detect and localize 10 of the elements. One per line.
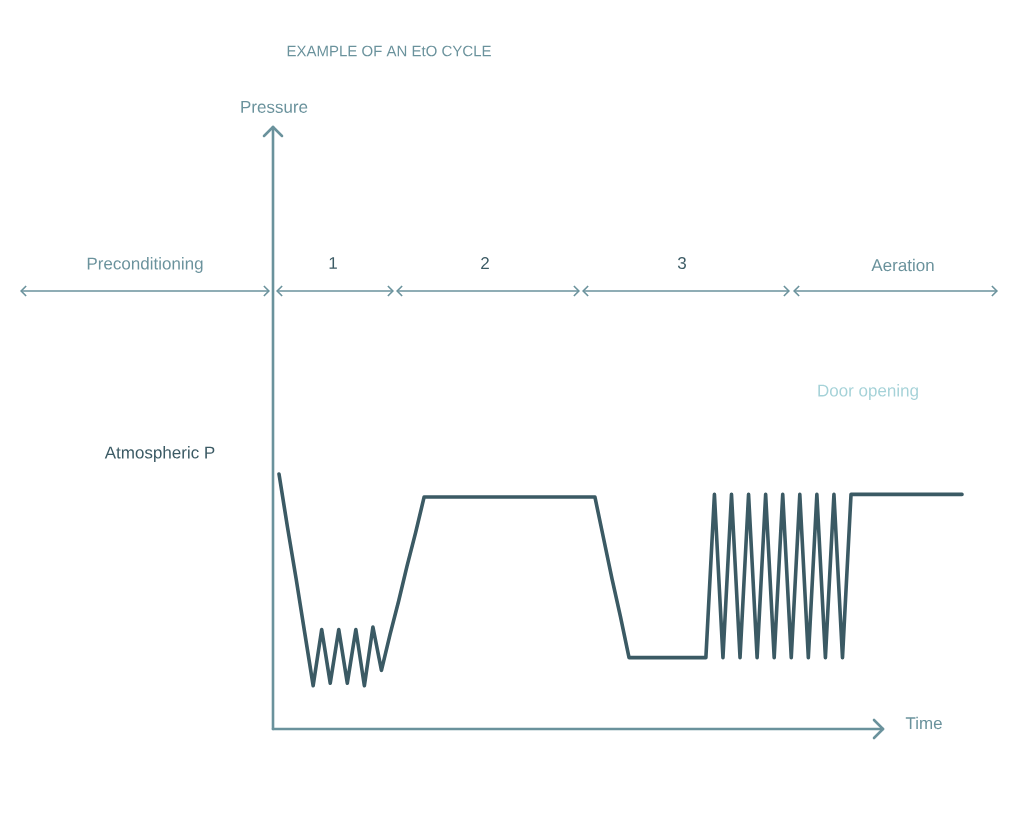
text: Atmospheric P [104,446,215,462]
text: Pressure [241,101,308,113]
chart-title: EXAMPLE OF AN EtO CYCLE [287,45,491,57]
text: 3 [677,256,686,270]
text: 1 [329,257,337,269]
text: Preconditioning [87,257,203,273]
x-axis-title: Time [905,716,942,730]
text: Door opening [818,384,918,400]
text: Aeration [871,258,934,272]
text: 2 [481,257,489,269]
